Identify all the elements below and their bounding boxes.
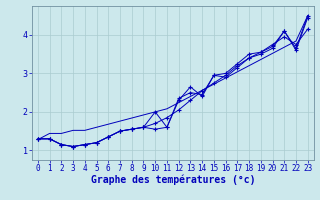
X-axis label: Graphe des températures (°c): Graphe des températures (°c) — [91, 175, 255, 185]
